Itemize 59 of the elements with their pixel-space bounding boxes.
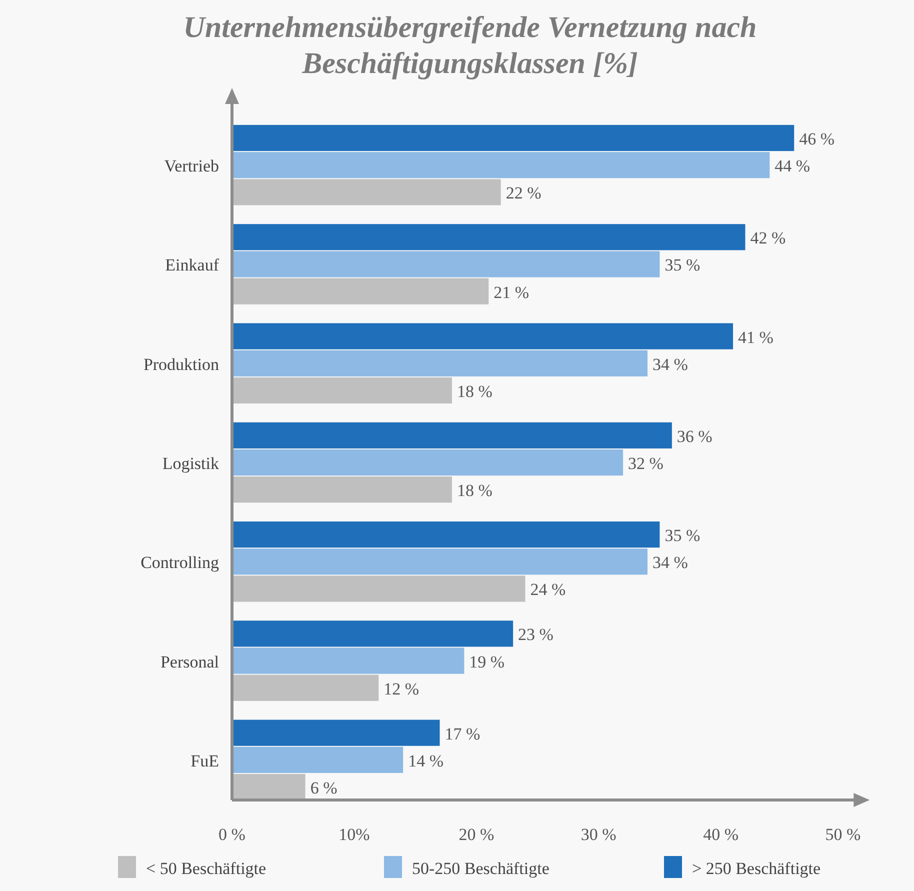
data-label: 24 % xyxy=(530,580,566,600)
bar xyxy=(232,674,379,701)
bar xyxy=(232,720,440,746)
bar xyxy=(232,350,648,376)
bar xyxy=(232,278,489,304)
y-tick-label: FuE xyxy=(190,751,219,770)
bar xyxy=(232,224,746,250)
bar xyxy=(232,152,770,178)
data-label: 44 % xyxy=(774,156,810,176)
bar xyxy=(232,576,526,602)
bar xyxy=(232,323,734,350)
bar xyxy=(232,746,404,773)
data-label: 18 % xyxy=(456,481,492,500)
data-label: 46 % xyxy=(799,129,835,148)
bar xyxy=(232,548,648,575)
bar xyxy=(232,620,514,647)
data-label: 18 % xyxy=(456,382,492,401)
bar xyxy=(232,251,660,278)
data-label: 6 % xyxy=(310,778,338,798)
data-label: 22 % xyxy=(506,184,542,203)
x-tick-label: 30 % xyxy=(580,825,616,844)
bar xyxy=(232,124,794,152)
x-tick-label: 40 % xyxy=(703,825,739,844)
bar xyxy=(232,521,660,548)
x-tick-label: 50 % xyxy=(825,825,861,844)
data-label: 23 % xyxy=(518,625,554,644)
y-tick-label: Personal xyxy=(160,652,220,672)
x-tick-label: 0 % xyxy=(218,825,246,844)
y-tick-label: Controlling xyxy=(140,553,220,572)
legend-label: 50-250 Beschäftigte xyxy=(412,859,550,878)
data-label: 35 % xyxy=(664,256,700,275)
bar xyxy=(232,449,624,476)
bar xyxy=(232,179,501,206)
x-tick-label: 10% xyxy=(338,825,370,844)
data-label: 41 % xyxy=(738,328,774,347)
data-label: 36 % xyxy=(676,426,712,446)
legend-label: > 250 Beschäftigte xyxy=(692,859,821,878)
chart-title: Unternehmensübergreifende Vernetzung nach Beschäftigungsklassen [%] xyxy=(183,11,757,80)
y-tick-label: Logistik xyxy=(162,454,220,473)
y-tick-label: Vertrieb xyxy=(164,156,219,176)
legend-label: < 50 Beschäftigte xyxy=(146,859,266,878)
data-label: 19 % xyxy=(469,652,505,672)
data-label: 14 % xyxy=(408,751,444,770)
data-label: 34 % xyxy=(652,354,688,374)
x-tick-label: 20 % xyxy=(458,825,494,844)
bar xyxy=(232,774,306,800)
data-label: 34 % xyxy=(652,553,688,572)
data-label: 21 % xyxy=(494,282,530,302)
data-label: 32 % xyxy=(628,454,664,473)
data-label: 35 % xyxy=(664,526,700,546)
bar xyxy=(232,648,464,674)
bar xyxy=(232,422,672,448)
y-tick-label: Produktion xyxy=(143,354,220,374)
data-label: 12 % xyxy=(384,679,420,698)
data-label: 17 % xyxy=(444,724,480,744)
bar xyxy=(232,476,452,503)
data-label: 42 % xyxy=(750,228,786,248)
bar xyxy=(232,377,452,404)
y-tick-label: Einkauf xyxy=(165,256,220,275)
